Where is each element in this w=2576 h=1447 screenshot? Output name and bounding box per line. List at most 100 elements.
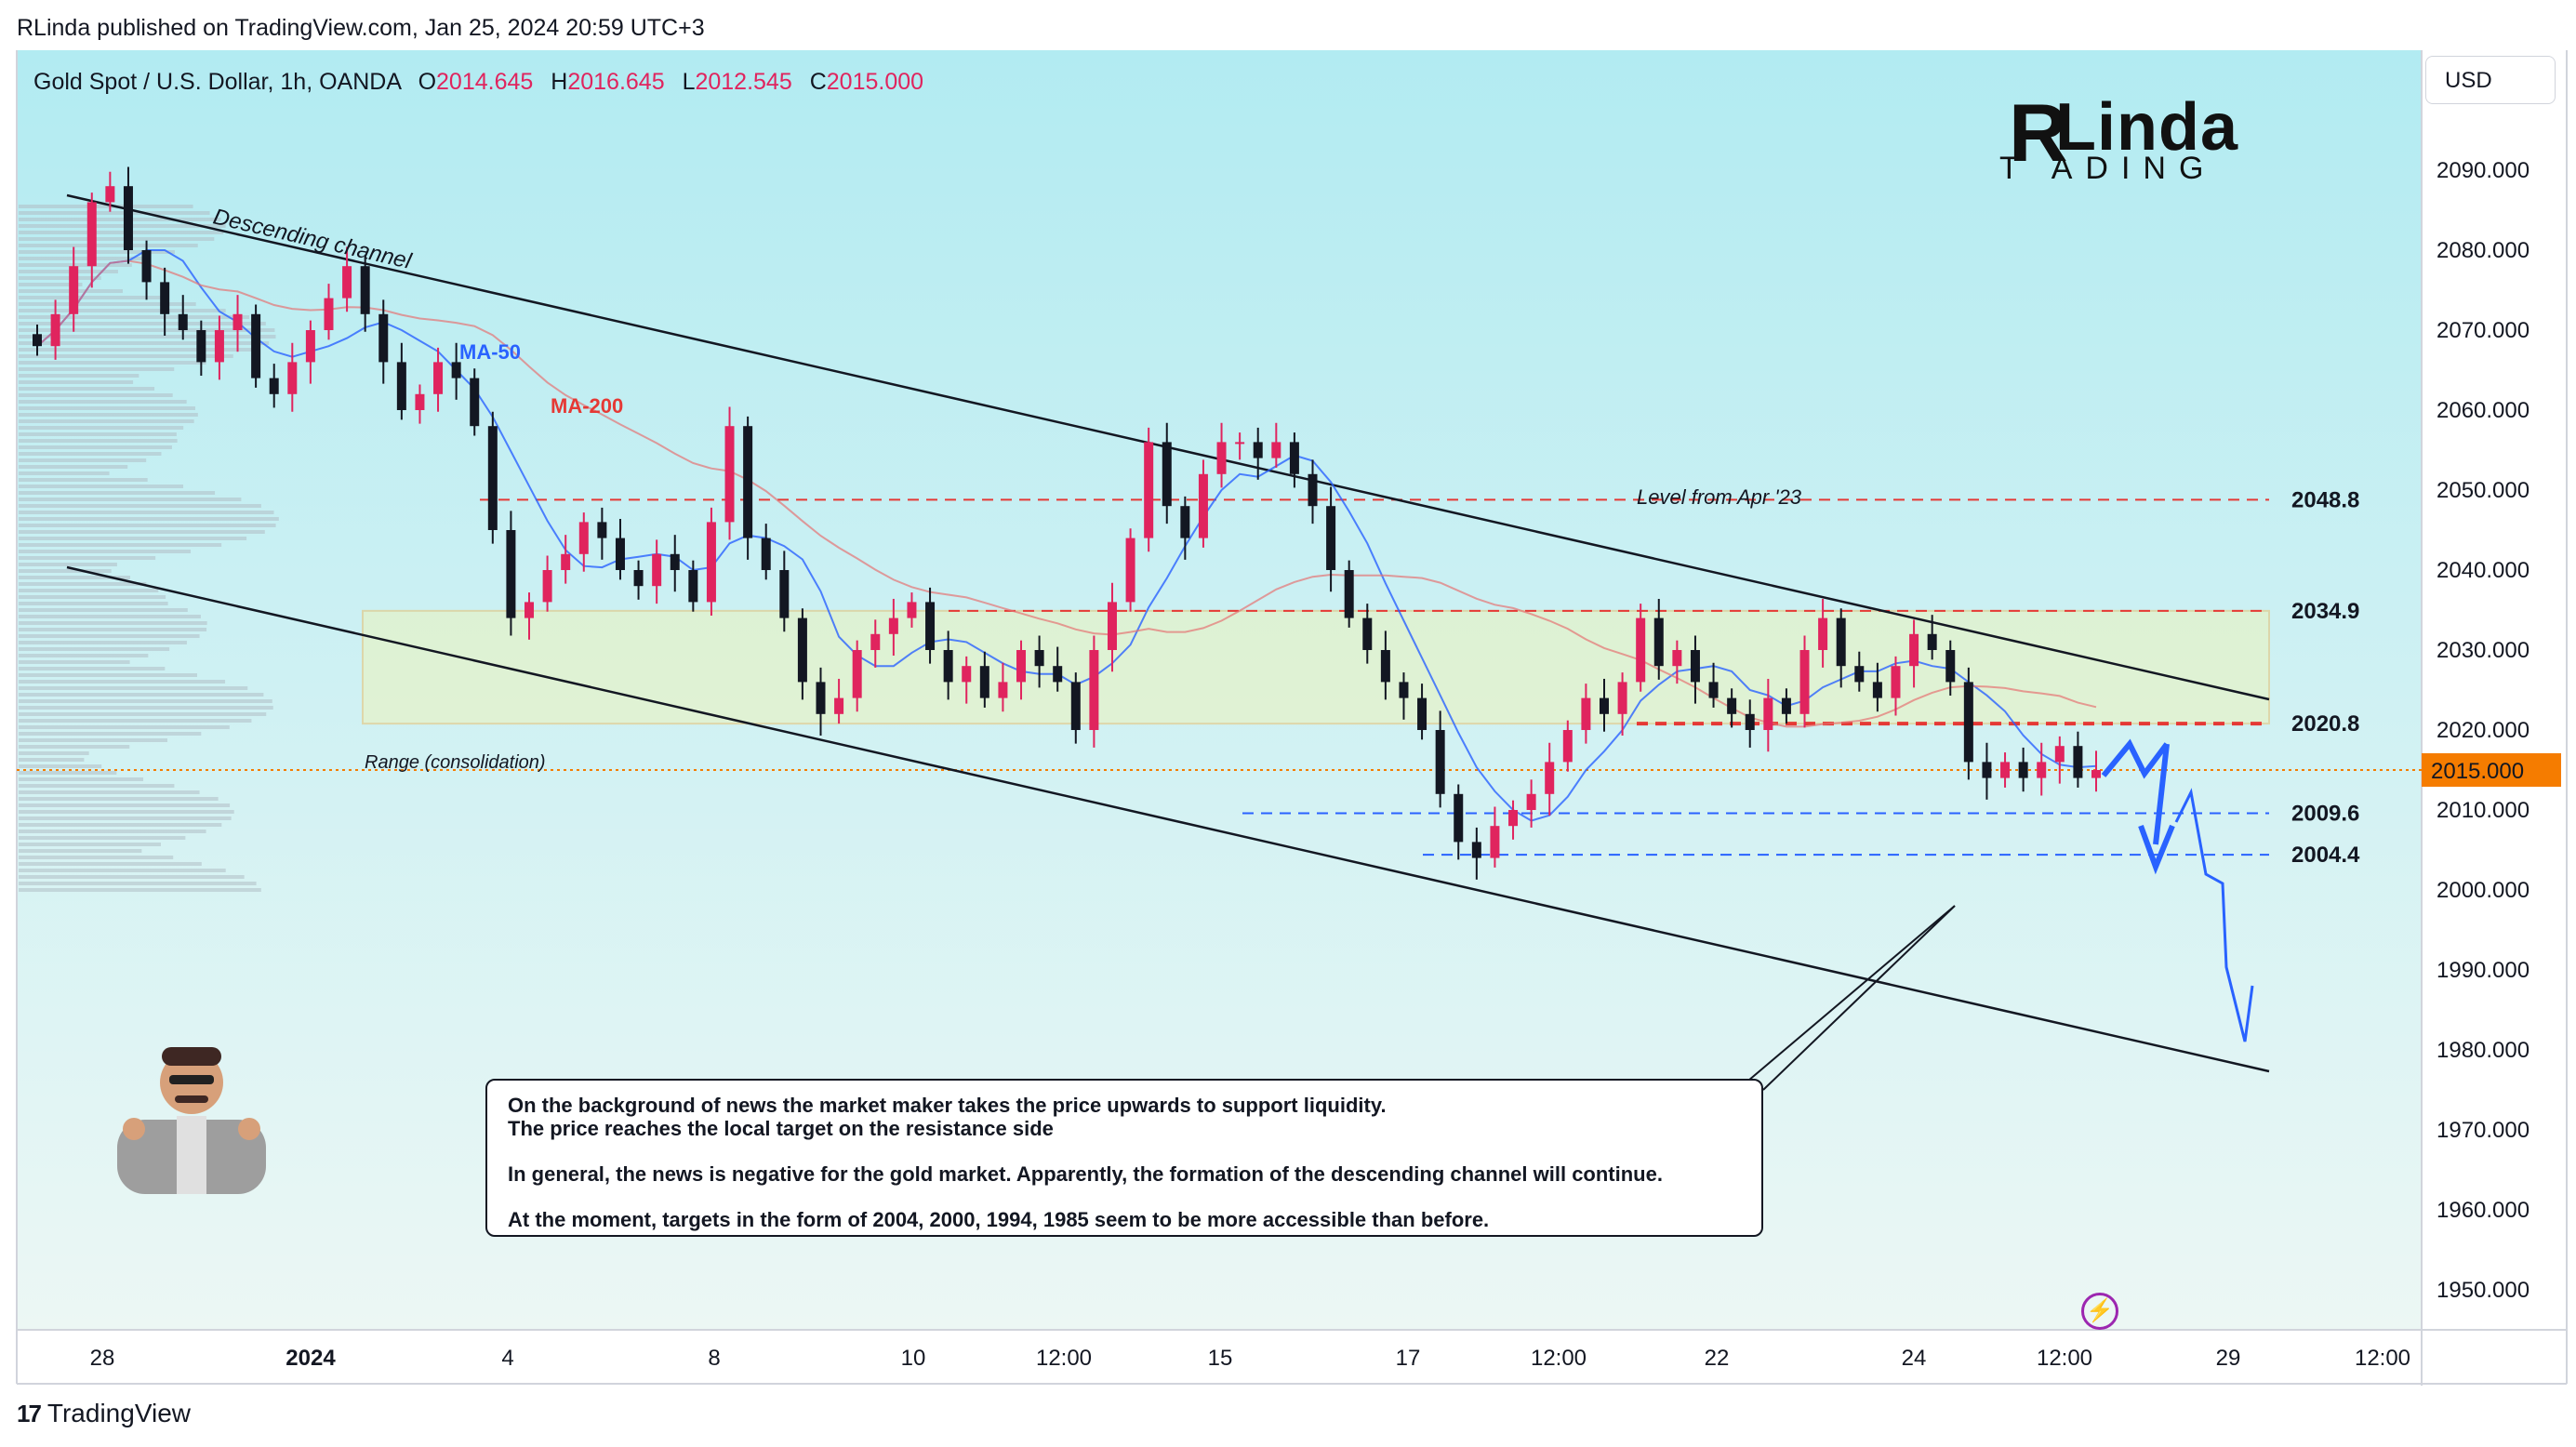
candle-body [1653, 617, 1664, 667]
volume-bar [19, 667, 166, 670]
volume-bar [19, 595, 166, 599]
candle-body [287, 362, 298, 394]
candle-body [1089, 650, 1099, 730]
candle-body [1125, 538, 1135, 603]
volume-bar [19, 764, 102, 768]
candle-body [979, 666, 989, 698]
volume-bar [19, 439, 178, 443]
x-tick-label: 29 [2216, 1346, 2241, 1371]
candle-body [524, 602, 535, 618]
candle-body [324, 298, 334, 330]
x-tick-label: 2024 [285, 1346, 336, 1371]
candle-body [487, 426, 498, 530]
note-pointer-line-2 [1762, 905, 1956, 1091]
candle-body [1216, 442, 1227, 474]
y-tick-label: 1970.000 [2437, 1118, 2530, 1143]
candle-body [1836, 617, 1846, 667]
volume-bar [19, 380, 134, 384]
volume-bar [19, 830, 206, 833]
candle-body [50, 313, 60, 347]
candle-body [1909, 633, 1919, 667]
level-label: 2034.9 [2291, 599, 2359, 624]
currency-selector[interactable]: USD [2425, 56, 2556, 104]
volume-bar [19, 660, 130, 664]
volume-bar [19, 322, 266, 325]
candle-body [415, 393, 425, 410]
candle-body [69, 266, 79, 314]
candle-body [1417, 697, 1427, 730]
volume-bar [19, 315, 250, 319]
volume-bar [19, 647, 170, 651]
note-line-4: At the moment, targets in the form of 20… [508, 1208, 1490, 1231]
publish-caption: RLinda published on TradingView.com, Jan… [17, 15, 705, 41]
volume-bar [19, 745, 130, 749]
candle-body [232, 313, 243, 330]
candle-body [1235, 442, 1245, 445]
volume-bar [19, 615, 201, 618]
levels: 2048.8 2034.9 2020.8 2009.6 2004.4 2015.000 [17, 487, 2561, 868]
candle-body [834, 697, 844, 714]
volume-profile [19, 205, 279, 892]
analysis-note: On the background of news the market mak… [485, 1079, 1763, 1237]
volume-bar [19, 686, 248, 690]
lightning-icon[interactable]: ⚡ [2081, 1293, 2118, 1330]
volume-bar [19, 628, 207, 631]
volume-bar [19, 673, 197, 677]
candle-body [870, 633, 881, 650]
volume-bar [19, 784, 175, 788]
volume-bar [19, 576, 131, 579]
candle-body [123, 186, 133, 250]
candle-body [1818, 617, 1828, 650]
candle-body [852, 650, 862, 698]
avatar [117, 1047, 266, 1194]
candle-body [1289, 442, 1299, 474]
candle-body [1545, 762, 1555, 794]
volume-bar [19, 400, 187, 404]
logo-text: Linda [2055, 90, 2238, 165]
tradingview-brand[interactable]: 17 TradingView [17, 1399, 191, 1428]
volume-bar [19, 862, 202, 866]
open-value: 2014.645 [436, 69, 534, 95]
volume-bar [19, 634, 200, 638]
volume-bar [19, 231, 224, 234]
volume-bar [19, 537, 247, 540]
volume-bar [19, 771, 117, 775]
volume-bar [19, 387, 155, 391]
volume-bar [19, 849, 142, 853]
low-value: 2012.545 [695, 69, 792, 95]
volume-bar [19, 348, 255, 352]
volume-bar [19, 296, 162, 299]
candle-body [561, 553, 571, 570]
volume-bar [19, 530, 265, 534]
volume-bar [19, 621, 207, 625]
volume-bar [19, 556, 156, 560]
x-tick-label: 28 [90, 1346, 115, 1371]
candle-body [1617, 682, 1627, 714]
note-pointer-line-1 [1747, 905, 1956, 1082]
open-label: O [418, 69, 437, 95]
volume-bar [19, 263, 132, 267]
volume-bar [19, 478, 148, 482]
volume-bar [19, 550, 192, 553]
volume-bar [19, 367, 175, 371]
volume-bar [19, 205, 193, 208]
volume-bar [19, 498, 242, 501]
candle-body [925, 602, 936, 650]
current-price-label: 2015.000 [2431, 759, 2524, 784]
volume-bar [19, 823, 222, 827]
candle-body [2018, 762, 2028, 778]
volume-bar [19, 602, 168, 605]
volume-bar [19, 335, 276, 339]
candle-body [1362, 617, 1373, 650]
level-label: 2004.4 [2291, 843, 2360, 868]
volume-bar [19, 432, 177, 436]
volume-bar [19, 211, 210, 215]
candle-body [1162, 442, 1172, 507]
y-tick-label: 2050.000 [2437, 478, 2530, 503]
candle-body [1562, 730, 1573, 763]
volume-bar [19, 563, 117, 566]
candle-body [816, 682, 826, 714]
candle-body [633, 570, 644, 587]
candle-body [1180, 506, 1190, 538]
volume-bar [19, 504, 261, 508]
